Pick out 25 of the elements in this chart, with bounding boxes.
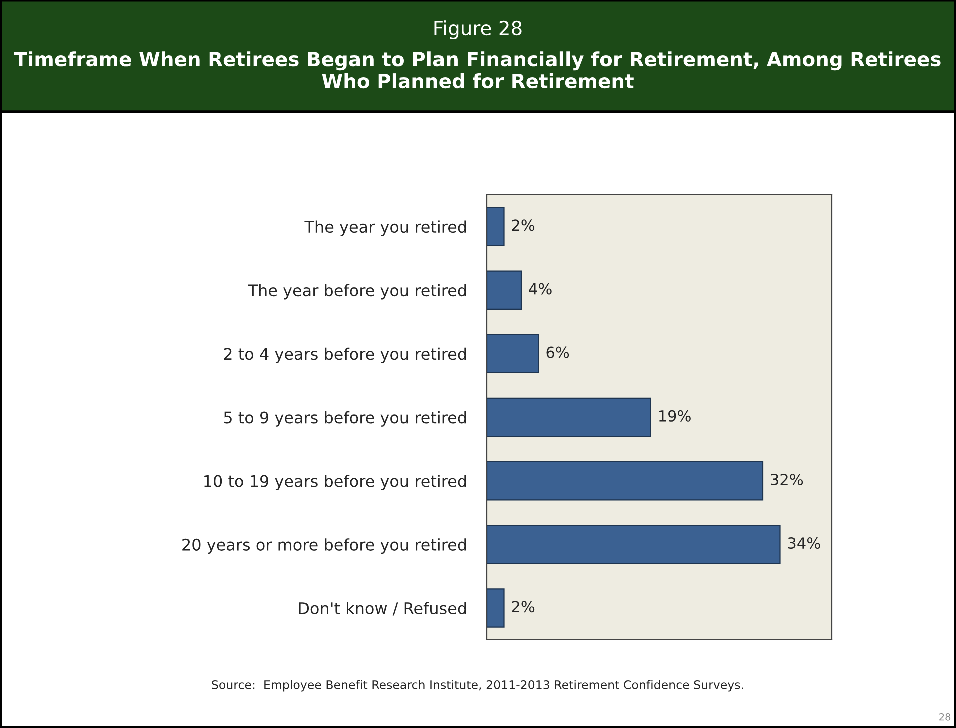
bar xyxy=(487,588,505,628)
bar xyxy=(487,461,764,501)
chart-title: Figure 28 xyxy=(434,20,522,40)
data-label: 32% xyxy=(771,474,804,486)
y-tick-label: The year before you retired xyxy=(248,284,466,300)
y-tick-label: The year you retired xyxy=(304,220,466,236)
text: 28 xyxy=(940,713,951,721)
data-label: 2% xyxy=(512,220,535,232)
bar xyxy=(487,525,781,564)
y-tick-label: Don't know / Refused xyxy=(299,602,466,616)
bar xyxy=(487,207,505,246)
y-tick-label: 5 to 9 years before you retired xyxy=(224,411,466,427)
y-tick-label: 20 years or more before you retired xyxy=(182,538,466,554)
y-tick-label: 2 to 4 years before you retired xyxy=(224,348,466,364)
chart-subtitle: Timeframe When Retirees Began to Plan Financially for Retirement, Among Retirees Who Planned for Retirement xyxy=(14,52,941,89)
y-tick-label: 10 to 19 years before you retired xyxy=(204,475,466,490)
bar xyxy=(487,334,540,374)
data-label: 6% xyxy=(546,346,570,358)
data-label: 34% xyxy=(788,538,820,550)
bar xyxy=(487,398,652,438)
data-label: 19% xyxy=(660,410,691,422)
data-label: 2% xyxy=(512,601,535,613)
bar xyxy=(487,270,522,310)
source-note: Source: Employee Benefit Research Institute, 2011-2013 Retirement Confidence Surveys. xyxy=(212,680,744,692)
data-label: 4% xyxy=(529,283,552,295)
